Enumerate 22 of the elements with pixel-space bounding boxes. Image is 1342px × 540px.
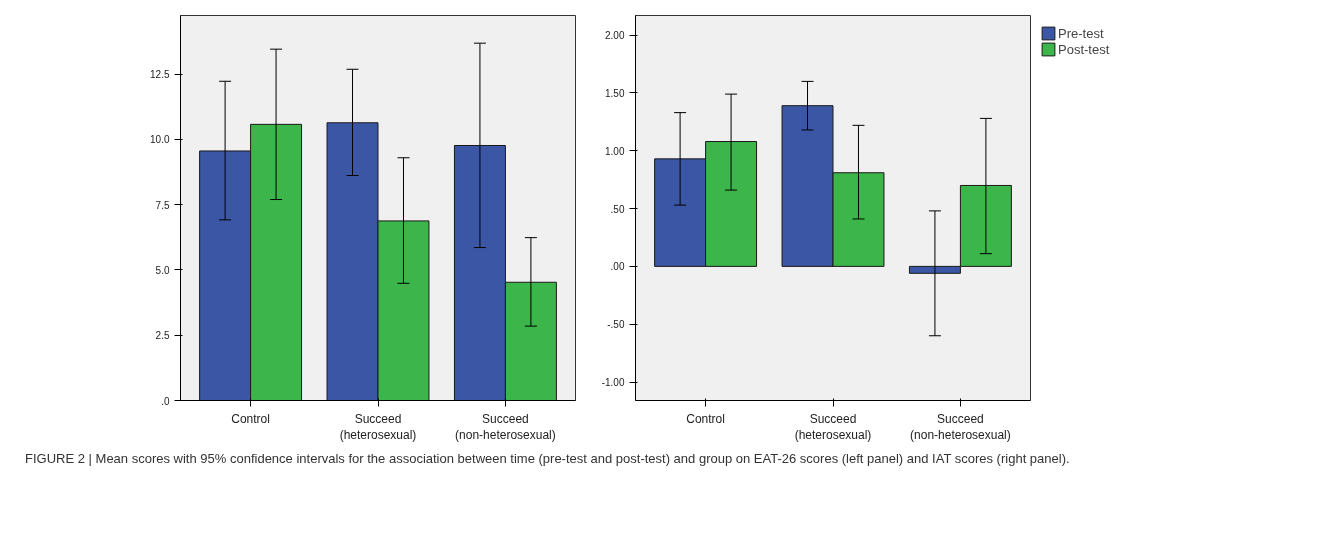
x-tick-label: Succeed (non-heterosexual) [455, 411, 556, 443]
y-tick-label: -.50 [607, 319, 625, 331]
x-tick-label: Control [686, 411, 725, 426]
x-tick-label: Succeed (heterosexual) [794, 411, 872, 443]
x-tick-label: Control [231, 411, 270, 426]
caption: FIGURE 2 | Mean scores with 95% confidence intervals for the association between time (pre-test and post-test) and group on EAT-26 scores (left panel) and IAT scores (right panel). [25, 450, 1070, 468]
y-tick-label: .00 [610, 261, 625, 273]
legend-label: Pre-test [1058, 25, 1104, 41]
y-tick-label: 2.5 [155, 330, 170, 342]
y-tick-label: 10.0 [150, 134, 170, 146]
y-tick-label: 5.0 [155, 264, 170, 276]
legend-label: Post-test [1058, 41, 1110, 57]
y-tick-label: .0 [161, 395, 170, 407]
x-tick-label: Succeed (non-heterosexual) [910, 411, 1011, 443]
y-tick-label: 1.50 [605, 87, 625, 99]
y-tick-label: .50 [610, 203, 625, 215]
y-tick-label: 7.5 [155, 199, 170, 211]
y-tick-label: 2.00 [605, 30, 625, 42]
y-tick-label: 1.00 [605, 145, 625, 157]
y-tick-label: 12.5 [150, 69, 170, 81]
y-tick-label: -1.00 [601, 377, 625, 388]
x-tick-label: Succeed (heterosexual) [339, 411, 417, 443]
